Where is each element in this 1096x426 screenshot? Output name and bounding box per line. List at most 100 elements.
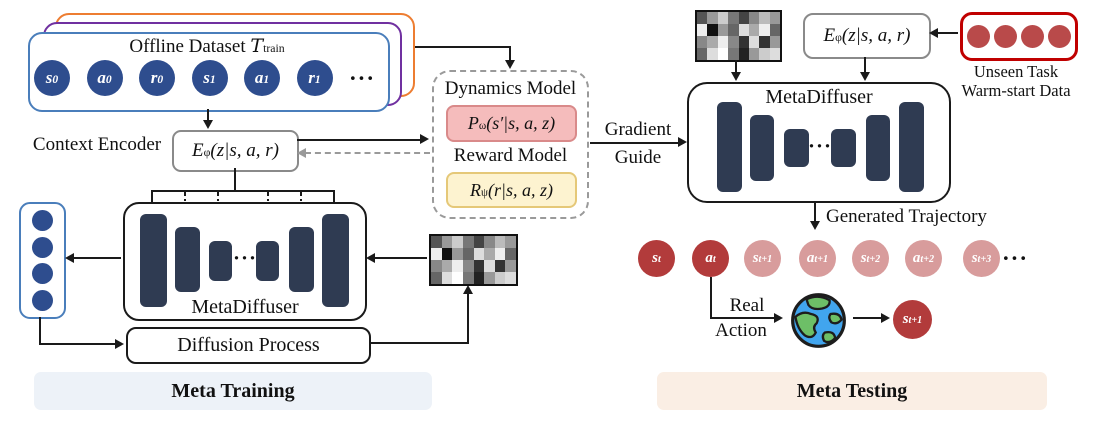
- noise-cell: [697, 24, 708, 36]
- dataset-token: a1: [244, 60, 280, 96]
- latent-dot: [32, 209, 53, 231]
- noise-cell: [697, 48, 708, 60]
- unet-bar: [750, 115, 774, 181]
- arrowhead-left-icon: [297, 148, 306, 158]
- context-encoder-box-test: Eφ(z|s, a, r): [803, 13, 931, 59]
- arrowhead-right-icon: [420, 134, 429, 144]
- noise-cell: [473, 236, 485, 248]
- arrow-env-nextstate: [853, 317, 883, 319]
- noise-cell: [441, 248, 453, 260]
- noise-cell: [769, 36, 780, 48]
- noise-cell: [728, 12, 739, 24]
- context-encoder-box: Eφ(z|s, a, r): [172, 130, 299, 172]
- diffusion-process-box: Diffusion Process: [126, 327, 371, 364]
- noise-cell: [769, 48, 780, 60]
- arrow-latent-diffusion-h: [39, 343, 117, 345]
- encoder-formula-test: Eφ(z|s, a, r): [823, 25, 911, 46]
- trajectory-token: st+1: [744, 240, 781, 277]
- arrow-latent-diffusion-v: [39, 317, 41, 345]
- noise-cell: [769, 12, 780, 24]
- noise-cell: [505, 260, 516, 272]
- noise-cell: [462, 248, 474, 260]
- offline-dataset-title-text: Offline Dataset: [129, 36, 246, 57]
- reward-model-label: Reward Model: [453, 145, 568, 166]
- noise-cell: [473, 260, 485, 272]
- context-encoder-label: Context Encoder: [32, 134, 162, 155]
- metadiffuser-training-label: MetaDiffuser: [191, 296, 299, 318]
- noise-cell: [748, 24, 760, 36]
- noise-cell: [494, 236, 506, 248]
- dataset-token: s1: [191, 60, 228, 96]
- noise-cell: [717, 12, 729, 24]
- bracket-drop-1: [151, 190, 153, 206]
- noise-image: [429, 234, 518, 286]
- arrow-diffusion-noise-v: [467, 293, 469, 344]
- arrowhead-down-icon: [203, 120, 213, 129]
- dataset-token: s0: [34, 60, 70, 96]
- noise-cell: [759, 48, 770, 60]
- arrow-dataset-encoder: [207, 109, 209, 122]
- arrow-action-env-v: [710, 277, 712, 319]
- reward-model-formula-box: Rψ(r|s, a, z): [446, 172, 577, 208]
- noise-cell: [462, 272, 474, 284]
- unet-bar: [784, 129, 809, 167]
- warmstart-data-box: [960, 12, 1078, 61]
- noise-cell: [473, 272, 485, 284]
- trajectory-token: at+1: [799, 240, 836, 277]
- metadiffuser-testing-box: MetaDiffuser ···: [687, 82, 951, 203]
- arrowhead-down-icon: [505, 60, 515, 69]
- meta-testing-label: Meta Testing: [796, 379, 908, 402]
- unet-bar: [866, 115, 890, 181]
- noise-cell: [431, 236, 442, 248]
- latent-dot: [32, 236, 53, 258]
- noise-cell: [441, 236, 453, 248]
- meta-training-banner: Meta Training: [34, 372, 432, 410]
- noise-cell: [452, 272, 463, 284]
- latent-dot: [32, 290, 53, 312]
- gradient-guide-label-1: Gradient: [604, 119, 672, 140]
- noise-cell: [717, 36, 729, 48]
- noise-cell: [494, 260, 506, 272]
- arrow-dataset-models-v: [509, 46, 511, 62]
- noise-cell: [717, 24, 729, 36]
- noise-cell: [452, 260, 463, 272]
- arrowhead-left-icon: [929, 28, 938, 38]
- unet-bar: [717, 102, 742, 192]
- unet-bar: [256, 241, 279, 281]
- arrow-metadiffuser-latent: [72, 257, 121, 259]
- dataset-ellipsis: ···: [349, 65, 376, 91]
- dynamics-model-formula-box: Pω(s′|s, a, z): [446, 105, 577, 142]
- noise-cell: [707, 24, 718, 36]
- noise-cell: [462, 260, 474, 272]
- metadiffuser-training-box: ··· MetaDiffuser: [123, 202, 367, 321]
- noise-cell: [431, 272, 442, 284]
- noise-cell: [484, 236, 495, 248]
- unet-bar: [175, 227, 200, 292]
- arrowhead-down-icon: [810, 221, 820, 230]
- noise-cell: [462, 236, 474, 248]
- noise-cell: [484, 248, 495, 260]
- arrowhead-down-icon: [731, 72, 741, 81]
- arrowhead-right-icon: [115, 339, 124, 349]
- dataset-symbol: T: [250, 35, 264, 57]
- arrow-encoder-models: [297, 139, 421, 141]
- noise-cell: [441, 260, 453, 272]
- arrow-generated-trajectory: [814, 201, 816, 223]
- environment-globe-icon: [789, 291, 848, 350]
- noise-cell: [431, 260, 442, 272]
- noise-cell: [431, 248, 442, 260]
- metadiffuser-testing-label: MetaDiffuser: [765, 86, 873, 108]
- dynamics-formula: Pω(s′|s, a, z): [467, 113, 556, 133]
- trajectory-token: at: [692, 240, 729, 277]
- trajectory-token: st+3: [963, 240, 1000, 277]
- warmstart-dot: [1021, 25, 1044, 48]
- noise-cell: [484, 272, 495, 284]
- noise-cell: [738, 48, 749, 60]
- real-action-label-2: Action: [715, 320, 767, 341]
- noise-cell: [748, 36, 760, 48]
- trajectory-token: at+2: [905, 240, 942, 277]
- encoder-bracket-stem: [234, 168, 236, 191]
- noise-cell: [759, 12, 770, 24]
- real-action-label-1: Real: [729, 295, 765, 316]
